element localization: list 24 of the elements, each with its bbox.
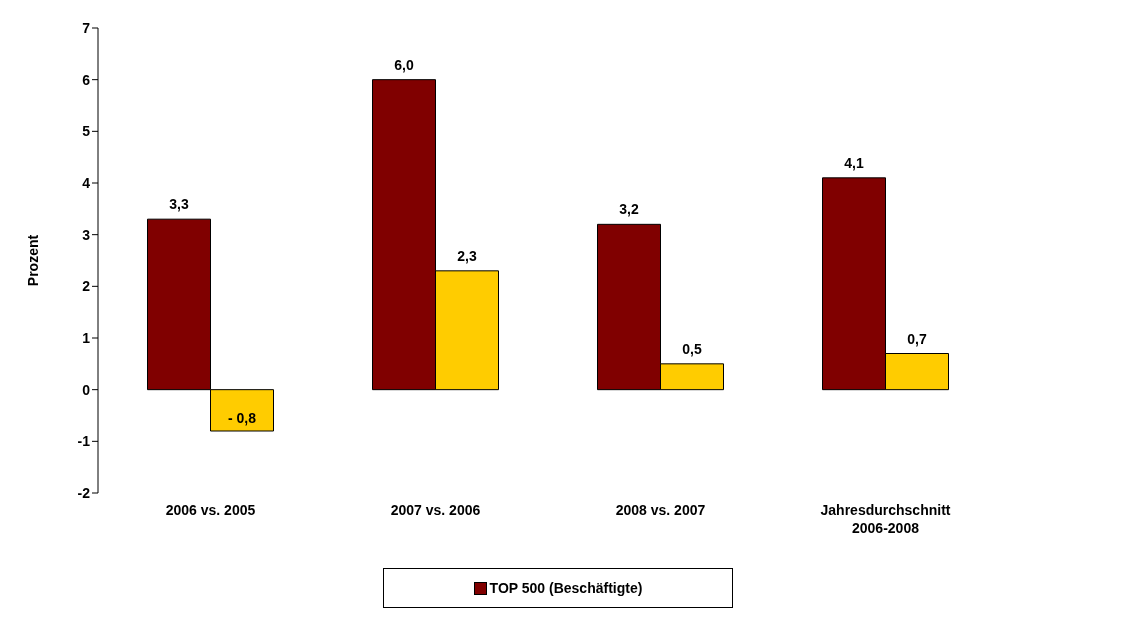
data-label: 3,3 (169, 196, 189, 213)
y-tick-label: 1 (82, 329, 91, 346)
y-tick-label: 5 (82, 123, 91, 140)
data-label: - 0,8 (227, 410, 257, 426)
y-tick-label: 2 (82, 278, 91, 295)
data-label: 6,0 (394, 56, 414, 73)
data-label: 2,3 (457, 247, 477, 264)
data-label: 0,7 (907, 330, 927, 347)
x-tick-label: 2007 vs. 2006 (390, 502, 481, 518)
legend-label: TOP 500 (Beschäftigte) (488, 580, 643, 596)
data-label: 4,1 (844, 154, 864, 171)
x-tick-label: Jahresdurchschnitt 2006-2008 (820, 502, 951, 536)
y-tick-label: 6 (82, 71, 91, 88)
y-tick-label: 4 (82, 174, 91, 191)
y-tick-label: -2 (77, 484, 91, 501)
y-tick-label: 7 (82, 19, 91, 36)
y-tick-label: 3 (82, 226, 91, 243)
y-tick-label: -1 (77, 433, 91, 450)
y-tick-label: 0 (82, 381, 91, 398)
data-label: 0,5 (682, 340, 702, 357)
x-tick-label: 2006 vs. 2005 (165, 502, 256, 518)
x-tick-label: 2008 vs. 2007 (615, 502, 706, 518)
y-axis-title: Prozent (24, 234, 41, 287)
data-label: 3,2 (619, 201, 639, 218)
